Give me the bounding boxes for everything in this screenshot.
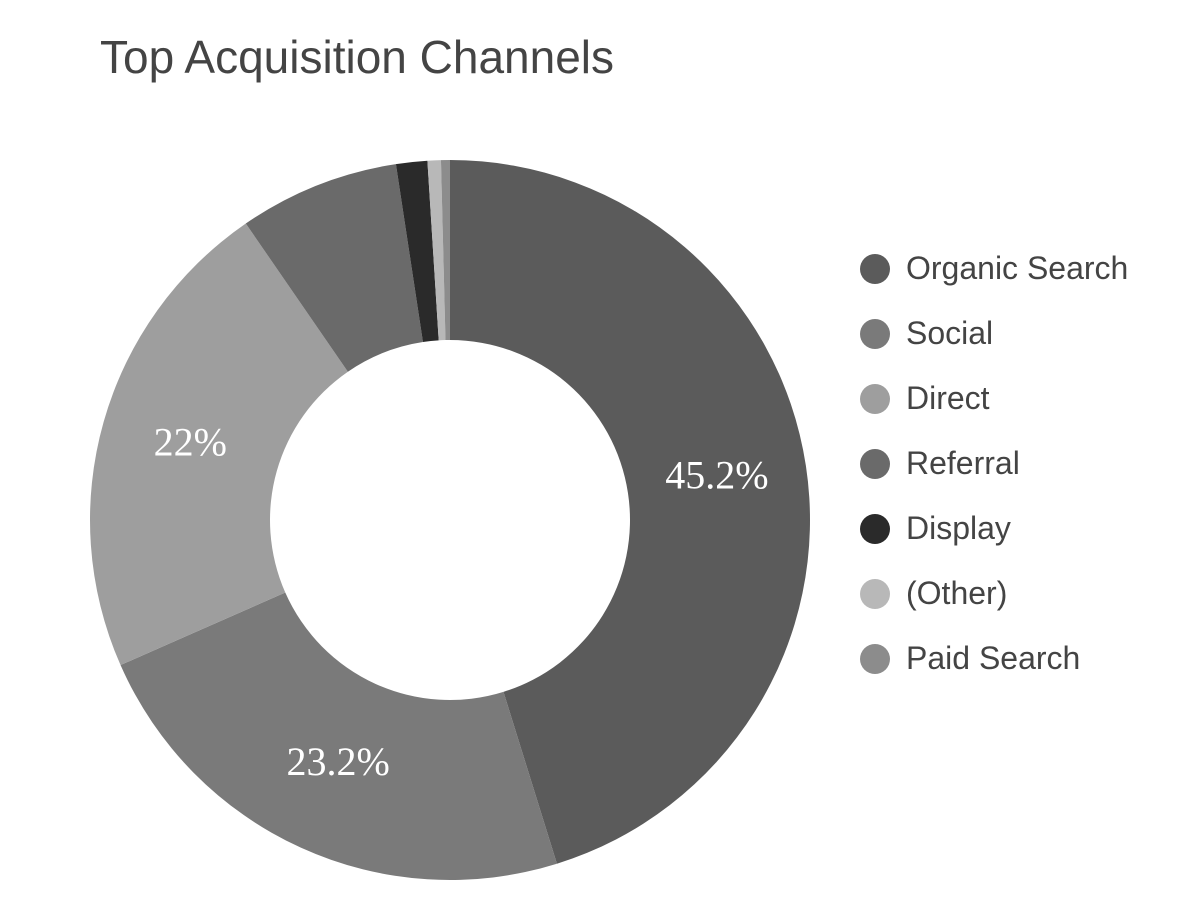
legend-label: Display	[906, 510, 1011, 547]
legend-item: Organic Search	[860, 250, 1128, 287]
legend-label: Social	[906, 315, 993, 352]
legend-label: Direct	[906, 380, 990, 417]
legend-dot-icon	[860, 384, 890, 414]
legend-label: Referral	[906, 445, 1020, 482]
legend-item: (Other)	[860, 575, 1128, 612]
legend-dot-icon	[860, 254, 890, 284]
slice-label: 23.2%	[286, 739, 389, 784]
donut-chart: 45.2% 23.2% 22%	[60, 100, 840, 880]
legend: Organic Search Social Direct Referral Displa…	[860, 250, 1128, 677]
legend-item: Referral	[860, 445, 1128, 482]
chart-title: Top Acquisition Channels	[100, 30, 614, 84]
legend-item: Display	[860, 510, 1128, 547]
legend-dot-icon	[860, 319, 890, 349]
legend-dot-icon	[860, 514, 890, 544]
legend-label: (Other)	[906, 575, 1007, 612]
legend-item: Social	[860, 315, 1128, 352]
legend-item: Paid Search	[860, 640, 1128, 677]
slice-label: 45.2%	[665, 453, 768, 498]
chart-container: Top Acquisition Channels 45.2% 23.2% 22% O…	[0, 0, 1200, 900]
legend-item: Direct	[860, 380, 1128, 417]
legend-dot-icon	[860, 579, 890, 609]
legend-label: Organic Search	[906, 250, 1128, 287]
legend-label: Paid Search	[906, 640, 1080, 677]
legend-dot-icon	[860, 449, 890, 479]
slice-label: 22%	[154, 419, 227, 464]
legend-dot-icon	[860, 644, 890, 674]
